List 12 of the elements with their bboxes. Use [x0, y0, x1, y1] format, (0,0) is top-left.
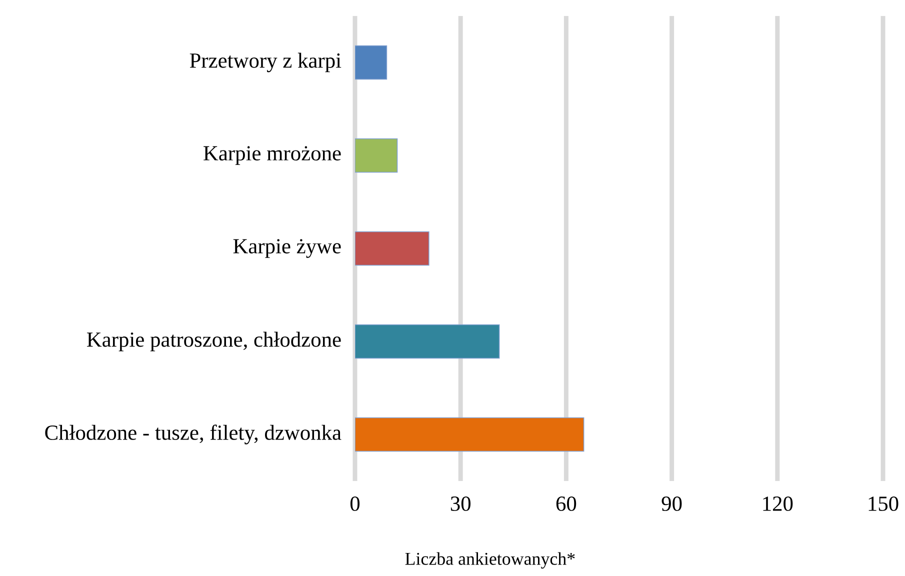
x-tick-label: 0	[350, 496, 360, 511]
y-tick-label: Karpie mrożone	[204, 146, 341, 165]
x-tick-label: 150	[868, 496, 898, 511]
y-tick-label: Karpie żywe	[233, 239, 341, 258]
y-tick-label: Przetwory z karpi	[190, 52, 342, 72]
x-tick-label: 90	[662, 496, 682, 511]
y-tick-label: Chłodzone - tusze, filety, dzwonka	[45, 424, 342, 444]
y-tick-label: Karpie patroszone, chłodzone	[86, 332, 341, 352]
x-tick-label: 120	[763, 496, 793, 511]
x-tick-label: 30	[450, 496, 470, 511]
x-tick-label: 60	[556, 496, 576, 511]
x-axis-title: Liczba ankietowanych*	[405, 552, 575, 569]
